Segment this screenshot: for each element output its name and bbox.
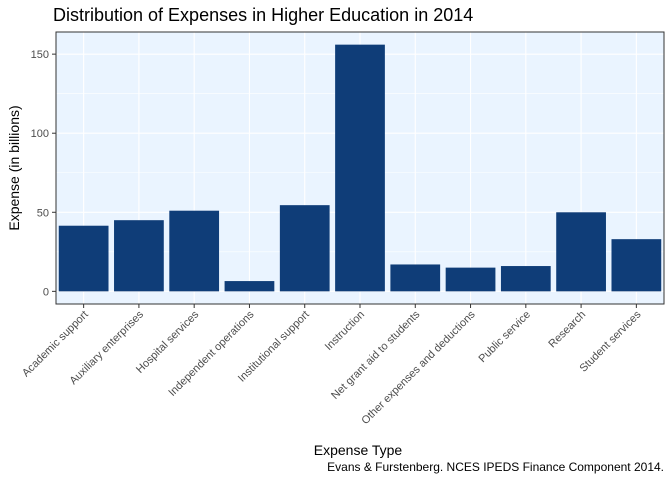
bar [224, 281, 275, 292]
bar [169, 210, 220, 292]
y-tick-label: 0 [43, 286, 49, 298]
plot-panel [55, 31, 665, 305]
x-tick-label: Student services [577, 308, 643, 374]
x-tick-label: Instruction [323, 309, 367, 353]
chart-title: Distribution of Expenses in Higher Educa… [53, 5, 473, 25]
bars [58, 44, 662, 292]
bar [58, 225, 109, 292]
y-tick-label: 50 [37, 207, 49, 219]
x-tick-label: Public service [476, 309, 532, 365]
x-axis-title: Expense Type [314, 442, 403, 458]
bar [335, 44, 385, 292]
bar [114, 220, 164, 292]
x-tick-label: Other expenses and deductions [359, 308, 478, 427]
bar [390, 264, 441, 292]
bar [500, 266, 551, 292]
y-tick-label: 150 [31, 49, 49, 61]
x-tick-label: Research [546, 309, 588, 351]
y-tick-label: 100 [31, 128, 49, 140]
caption: Evans & Furstenberg. NCES IPEDS Finance … [327, 460, 664, 474]
bar [445, 267, 496, 292]
x-tick-label: Net grant aid to students [329, 308, 423, 402]
bar [556, 212, 606, 292]
y-axis: 0 50 100 150 [31, 49, 56, 298]
bar [279, 205, 330, 292]
y-axis-title: Expense (in billions) [6, 105, 22, 230]
bar [611, 239, 662, 292]
